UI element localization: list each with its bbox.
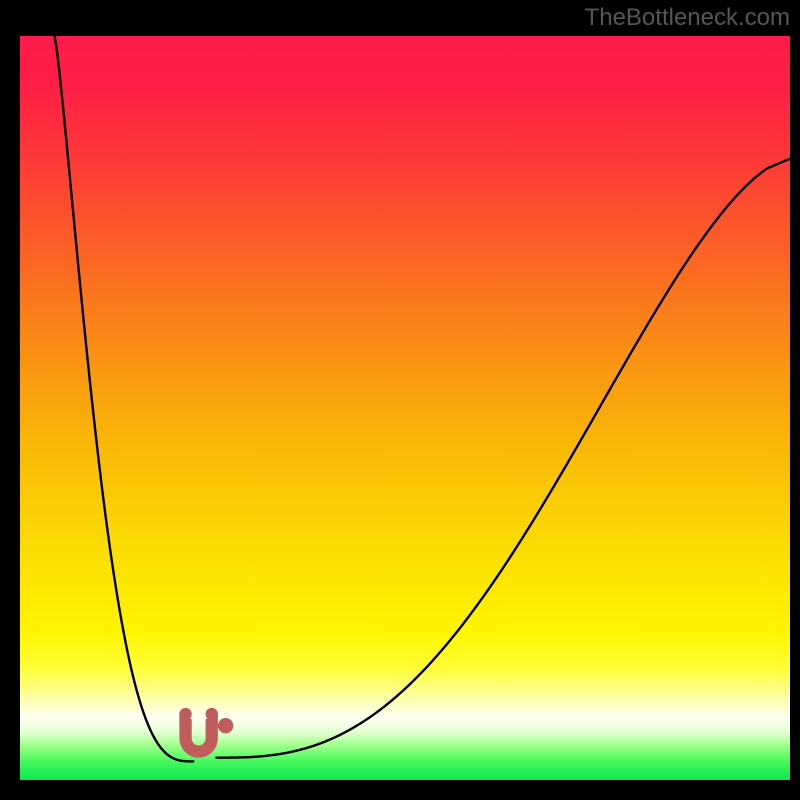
gradient-background	[20, 36, 790, 780]
watermark-text: TheBottleneck.com	[585, 4, 790, 32]
u-marker-cap	[206, 708, 218, 720]
plot-area	[20, 36, 790, 780]
marker-dot	[218, 718, 233, 733]
plot-svg	[20, 36, 790, 780]
u-marker-cap	[179, 708, 191, 720]
